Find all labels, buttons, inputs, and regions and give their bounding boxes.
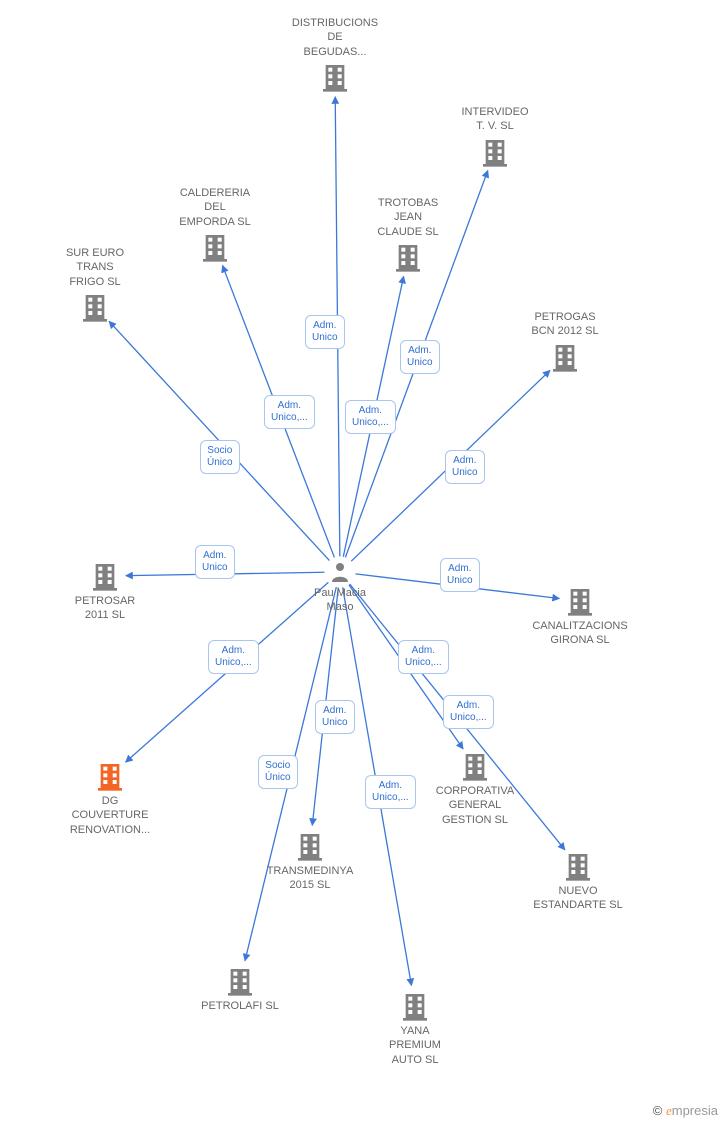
node-label: SUR EURO TRANS FRIGO SL [40,246,150,289]
company-node[interactable]: PETROSAR 2011 SL [50,560,160,623]
building-icon [392,241,424,273]
node-label: DG COUVERTURE RENOVATION... [55,794,165,837]
building-icon [294,830,326,862]
company-node[interactable]: PETROLAFI SL [185,965,295,1013]
center-node[interactable]: Pau Macia Maso [285,560,395,615]
person-icon [328,560,352,584]
company-node[interactable]: CALDERERIA DEL EMPORDA SL [160,186,270,263]
node-label: PETROSAR 2011 SL [50,594,160,623]
nodes-layer: Pau Macia Maso DISTRIBUCIONS DE BEGUDAS..… [0,0,728,1125]
company-node[interactable]: TRANSMEDINYA 2015 SL [255,830,365,893]
building-icon [562,850,594,882]
building-icon [224,965,256,997]
company-node[interactable]: PETROGAS BCN 2012 SL [510,310,620,373]
node-label: Pau Macia Maso [285,586,395,615]
company-node[interactable]: SUR EURO TRANS FRIGO SL [40,246,150,323]
node-label: PETROGAS BCN 2012 SL [510,310,620,339]
node-label: TRANSMEDINYA 2015 SL [255,864,365,893]
company-node[interactable]: NUEVO ESTANDARTE SL [523,850,633,913]
building-icon [79,291,111,323]
node-label: TROTOBAS JEAN CLAUDE SL [353,196,463,239]
company-node[interactable]: TROTOBAS JEAN CLAUDE SL [353,196,463,273]
building-icon [549,341,581,373]
network-diagram: Pau Macia Maso DISTRIBUCIONS DE BEGUDAS..… [0,0,728,1125]
node-label: CORPORATIVA GENERAL GESTION SL [420,784,530,827]
company-node[interactable]: DISTRIBUCIONS DE BEGUDAS... [280,16,390,93]
node-label: PETROLAFI SL [185,999,295,1013]
node-label: CANALITZACIONS GIRONA SL [525,619,635,648]
building-icon [319,61,351,93]
company-node[interactable]: DG COUVERTURE RENOVATION... [55,760,165,837]
company-node[interactable]: CANALITZACIONS GIRONA SL [525,585,635,648]
company-node[interactable]: INTERVIDEO T. V. SL [440,105,550,168]
company-node[interactable]: CORPORATIVA GENERAL GESTION SL [420,750,530,827]
building-icon [479,136,511,168]
building-icon [94,760,126,792]
node-label: YANA PREMIUM AUTO SL [360,1024,470,1067]
node-label: INTERVIDEO T. V. SL [440,105,550,134]
building-icon [459,750,491,782]
company-node[interactable]: YANA PREMIUM AUTO SL [360,990,470,1067]
node-label: DISTRIBUCIONS DE BEGUDAS... [280,16,390,59]
node-label: NUEVO ESTANDARTE SL [523,884,633,913]
building-icon [399,990,431,1022]
building-icon [89,560,121,592]
building-icon [564,585,596,617]
building-icon [199,231,231,263]
node-label: CALDERERIA DEL EMPORDA SL [160,186,270,229]
